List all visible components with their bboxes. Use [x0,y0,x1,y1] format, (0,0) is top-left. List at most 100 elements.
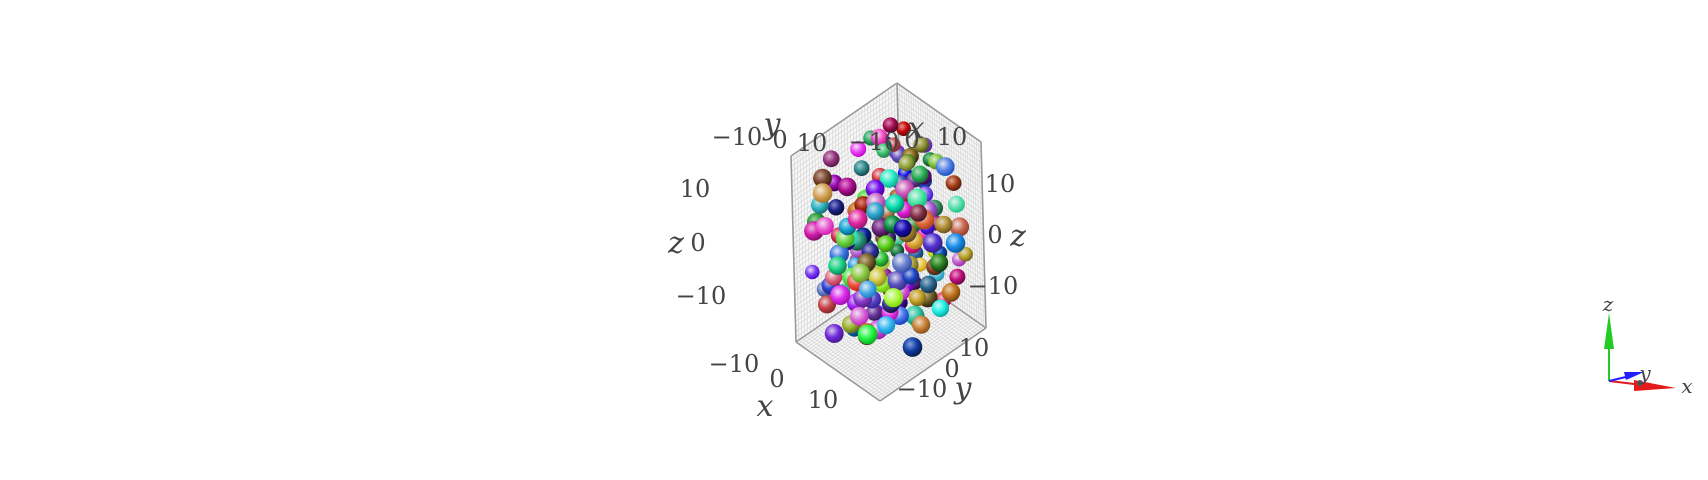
z-tick-label-right: 0 [987,221,1002,249]
data-point [876,143,891,158]
data-point [945,175,962,192]
data-point [941,282,961,302]
triad-x-arrowhead [1634,380,1676,391]
box-edge [896,82,982,143]
box-edge [795,341,881,402]
z-axis-label-left: z [667,226,684,261]
data-point [947,195,965,213]
data-point [896,121,911,136]
top-x-tick-label: 0 [904,126,919,154]
y-tick-label: 10 [959,334,990,362]
triad-origin [1637,380,1643,386]
data-point [934,215,953,234]
data-point [824,324,844,343]
top-x-tick-label: 10 [937,123,968,151]
y-tick-label: 0 [944,355,959,383]
data-point [931,299,950,317]
orientation-widget: z y x [1602,292,1693,398]
data-point [902,337,923,357]
data-point [850,141,867,157]
grid-line [896,87,982,148]
data-point [898,155,915,172]
y-axis-label: y [953,371,973,406]
triad-z-arrowhead [1604,313,1614,349]
data-point [919,275,938,294]
data-point [907,188,928,209]
data-point [858,280,877,299]
data-point [883,288,904,308]
data-point [822,150,840,168]
top-y-tick-label: −10 [712,123,763,151]
box-edge [790,155,797,343]
box-edge [980,141,987,329]
x-tick-label: 10 [808,386,839,414]
x-axis-label: x [757,389,774,424]
data-point [930,253,949,272]
z-tick-label-right: −10 [968,272,1019,300]
data-point [935,157,955,177]
triad-z-label: z [1602,292,1614,316]
data-point [830,285,851,305]
grid-line [791,113,899,188]
grid-line [791,93,898,167]
grid-line [791,103,898,177]
data-point [857,324,878,345]
box-edge [879,327,987,402]
data-point [847,209,868,229]
triad-x-label: x [1681,374,1692,398]
y-tick-label: −10 [897,375,948,403]
grid-line [897,98,982,158]
data-point [945,233,966,253]
data-point [922,233,943,253]
data-point [865,304,883,321]
z-tick-label-right: 10 [985,170,1016,198]
data-point [805,264,820,280]
data-point [911,165,929,183]
data-point [850,306,869,326]
top-x-axis-label: x [908,111,925,146]
grid-line [897,93,982,153]
z-tick-label-left: 10 [680,175,711,203]
data-point [868,268,887,287]
data-point [877,316,896,335]
data-point [870,128,888,146]
z-tick-label-left: 0 [690,229,705,257]
data-point [892,252,912,273]
x-tick-label: −10 [709,350,760,378]
data-point [850,263,870,283]
data-point [815,217,834,235]
data-point [813,168,832,188]
data-point [879,169,899,188]
data-point [913,136,930,153]
grid-line [791,108,898,183]
box-edge [790,82,898,157]
triad-y-arrowhead [1624,372,1644,380]
data-point [885,194,905,213]
data-point [828,256,847,276]
data-point [912,315,931,334]
grid-line [791,98,898,172]
top-y-tick-label: 0 [772,126,787,154]
data-point [902,267,920,285]
data-point [827,199,845,216]
top-x-tick-label: −10 [849,128,900,156]
data-point [909,204,928,222]
points-layer [804,117,973,357]
grid-line [897,113,983,174]
data-point [909,289,926,307]
x-tick-label: 0 [769,365,784,393]
triad-y-label: y [1638,361,1651,385]
top-y-axis-label: y [762,107,782,142]
data-point [812,183,833,203]
grid-line [897,108,982,169]
data-point [958,246,973,262]
data-point [838,177,857,197]
data-point [949,268,966,285]
data-point [877,235,895,253]
grid-line [790,87,898,162]
data-point [894,219,912,238]
top-y-tick-label: 10 [797,129,828,157]
data-point [949,217,970,237]
z-tick-label-left: −10 [676,282,727,310]
